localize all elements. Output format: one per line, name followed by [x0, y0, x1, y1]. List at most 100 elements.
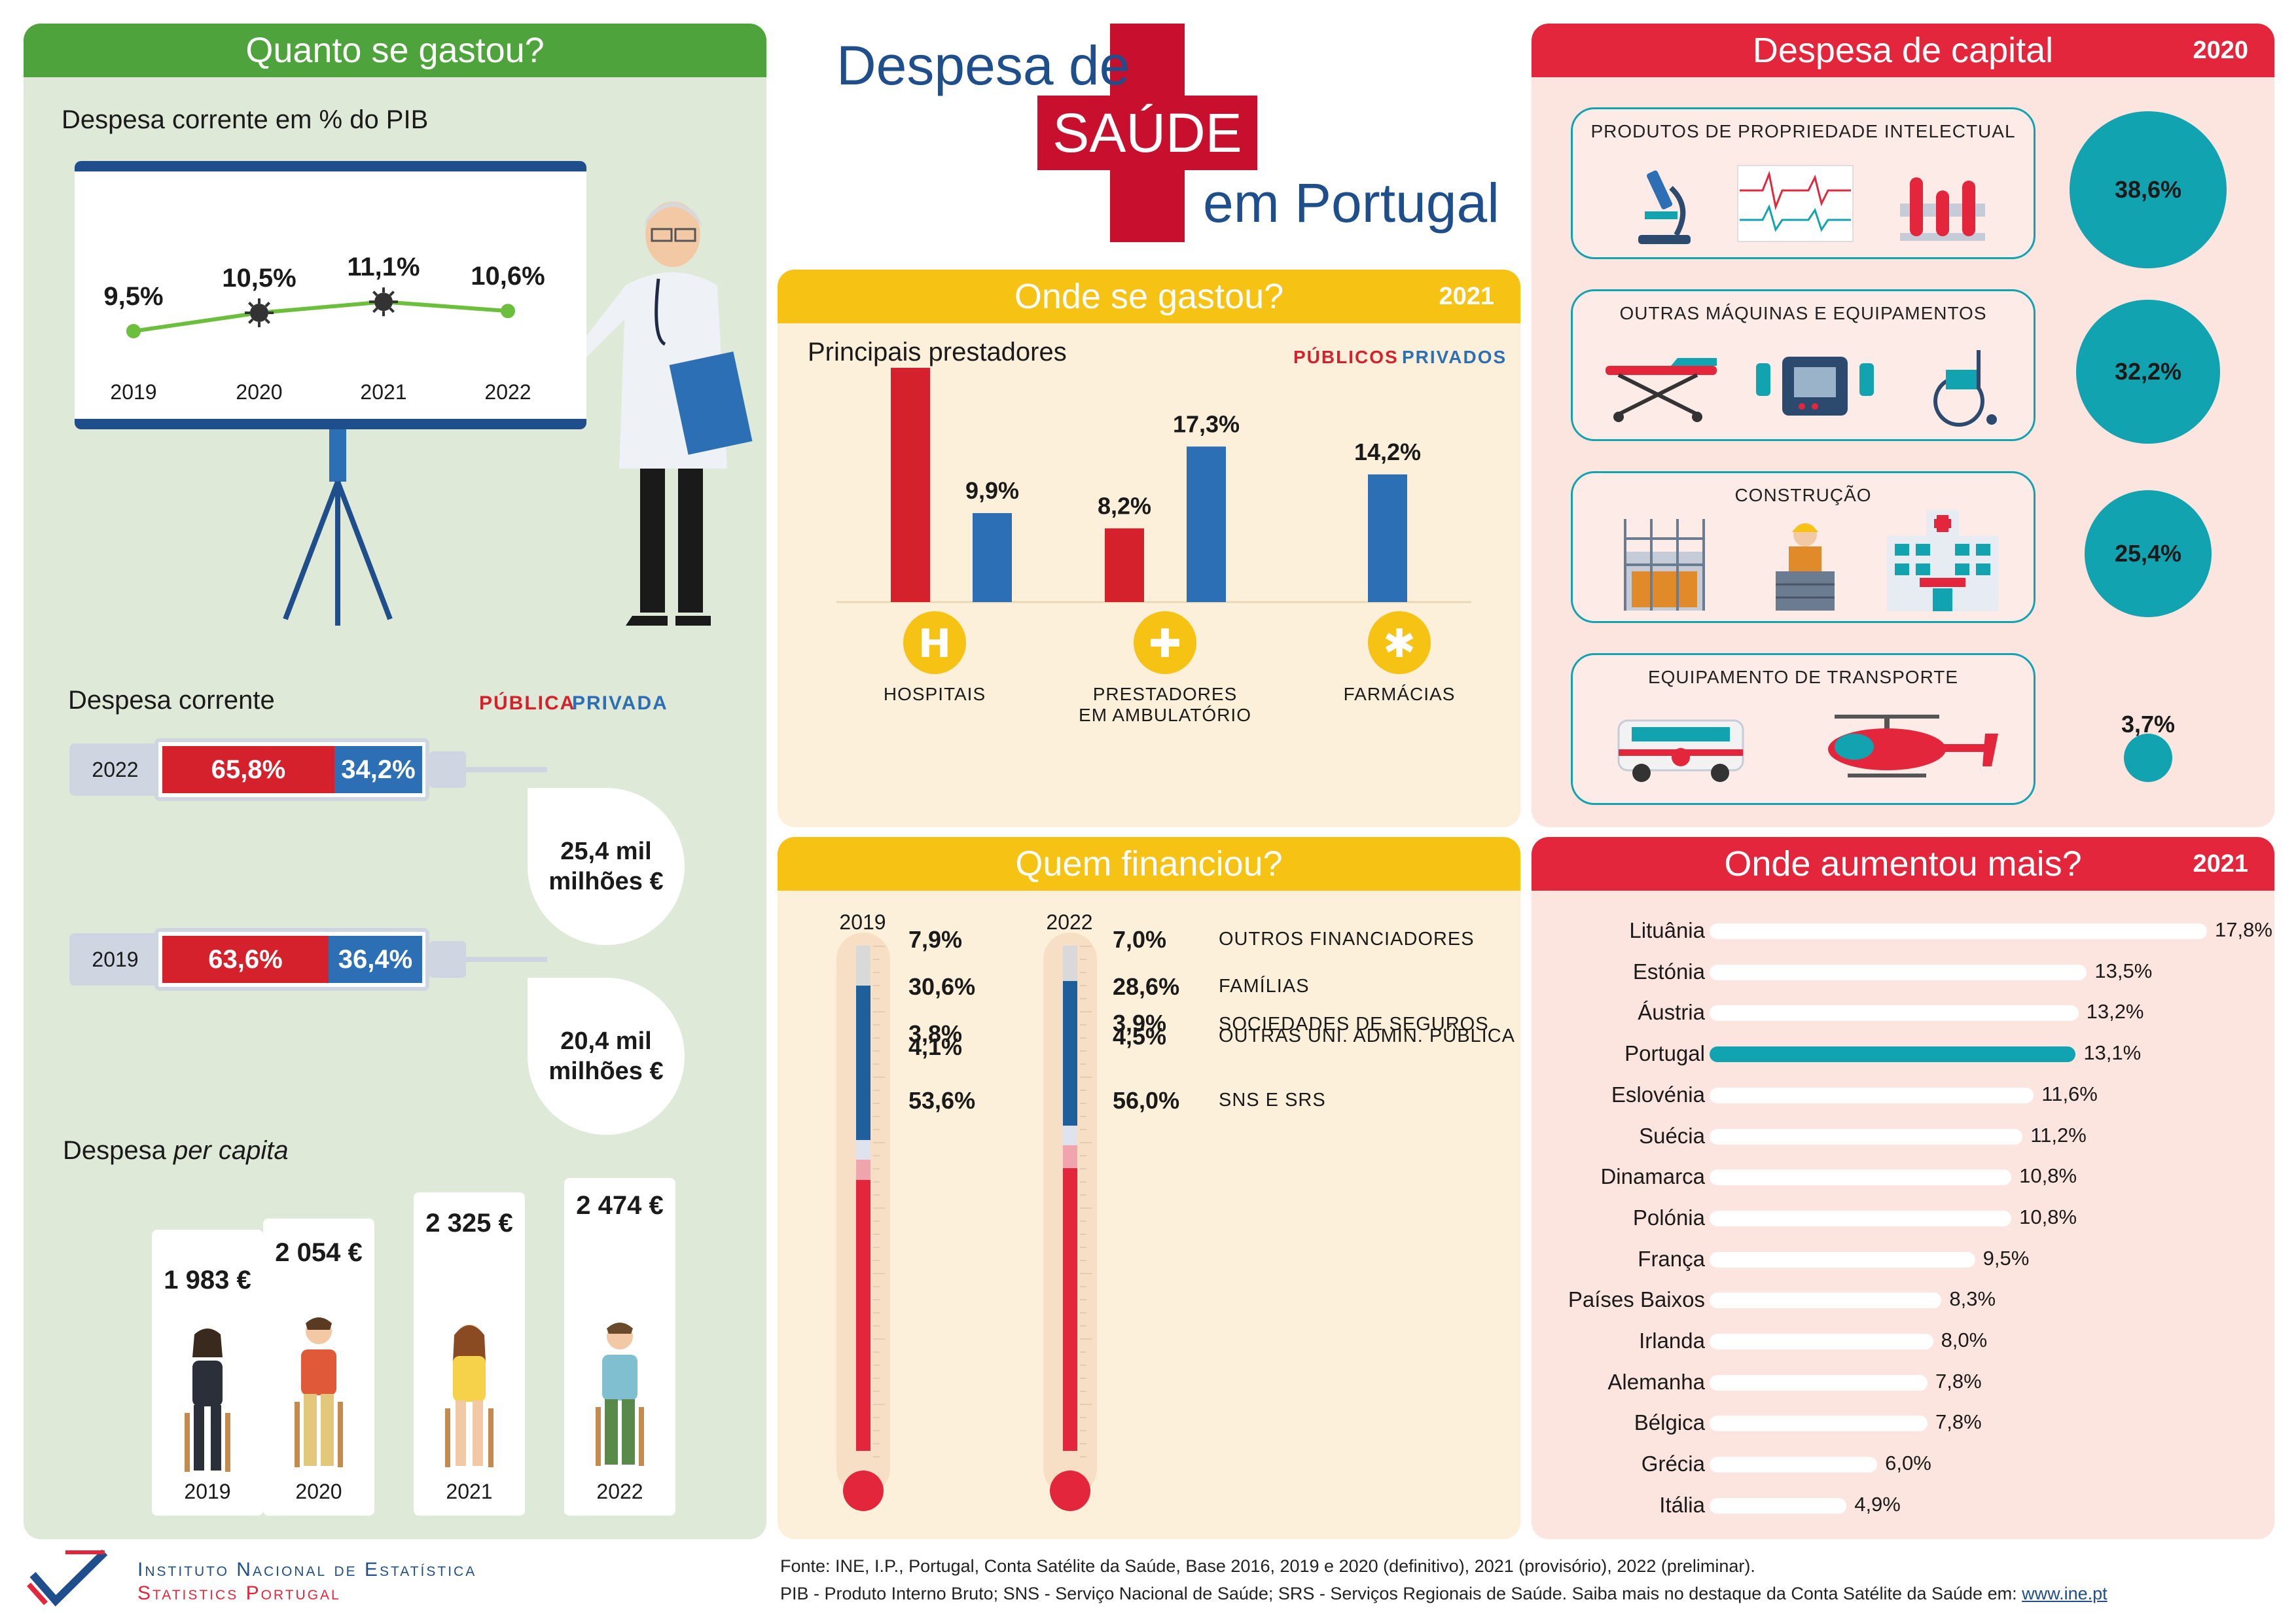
- rank-track: [1710, 1128, 2023, 1145]
- ine-link[interactable]: www.ine.pt: [2022, 1584, 2108, 1603]
- thermometer-year: 2022: [1046, 910, 1093, 934]
- thermometer-tick: [873, 1325, 880, 1327]
- rank-track: [1710, 1457, 1878, 1473]
- bar-privado: [1187, 446, 1226, 602]
- thermometer-value: 4,1%: [908, 1033, 963, 1060]
- thermometer-tick: [1080, 1247, 1086, 1248]
- icon-bg: [903, 611, 966, 674]
- thermometer-tick: [1080, 1260, 1086, 1261]
- pib-year-label: 2020: [236, 380, 282, 404]
- medical-kit-icon: ✚: [1149, 621, 1181, 667]
- presentation-board: [75, 161, 586, 429]
- per-capita-year: 2021: [446, 1480, 493, 1503]
- virus-spike: [372, 307, 378, 313]
- thermometer-tick: [1080, 1103, 1086, 1104]
- rank-track: [1710, 1374, 1928, 1391]
- rank-track: [1710, 1046, 2076, 1063]
- thermometer-segment: [856, 1159, 870, 1181]
- per-capita-label: Despesa per capita: [63, 1136, 289, 1166]
- country-name: Alemanha: [1607, 1369, 1705, 1394]
- title-line2: SAÚDE: [1052, 102, 1242, 164]
- per-capita-card-2019: 1 983 € 2019: [152, 1230, 263, 1516]
- panel-header: Quanto se gastou?: [24, 24, 766, 77]
- virus-spike: [264, 318, 270, 324]
- rank-track: [1710, 1169, 2012, 1186]
- country-name: Áustria: [1638, 1000, 1705, 1025]
- ambulance-icon: [1617, 719, 1744, 782]
- thermometer-value: 3,9%: [1113, 1010, 1167, 1037]
- syringe-needle: [466, 767, 547, 772]
- country-name: Suécia: [1639, 1123, 1705, 1148]
- thermometer-tick: [873, 1063, 880, 1065]
- thermometer-segment: [1063, 1125, 1077, 1145]
- panel-header: Despesa de capital 2020: [1532, 24, 2274, 77]
- panel-year: 2021: [2193, 850, 2248, 878]
- thermometer-tick: [1080, 1090, 1086, 1091]
- virus-spike: [248, 318, 254, 324]
- thermometer-segment: [1063, 1145, 1077, 1168]
- syringe-needle: [466, 957, 547, 962]
- thermometer-value: 7,0%: [1113, 926, 1167, 953]
- thermometer-tick: [873, 1181, 880, 1183]
- virus-spike: [248, 302, 254, 308]
- rank-track: [1710, 1293, 1942, 1309]
- capital-card-propriedade-intelectual: PRODUTOS DE PROPRIEDADE INTELECTUAL: [1571, 107, 2036, 259]
- thermometer-tick: [873, 1286, 880, 1287]
- thermometer-tick: [1080, 1273, 1092, 1274]
- stretcher-icon: [1605, 358, 1717, 422]
- panel-despesa-de-capital: Despesa de capital 2020 PRODUTOS DE PROP…: [1532, 24, 2274, 827]
- thermometer-value: 3,8%: [908, 1020, 963, 1047]
- country-name: Portugal: [1624, 1041, 1705, 1066]
- capital-circle: 32,2%: [2076, 300, 2220, 444]
- doctor-illustration: [586, 202, 753, 626]
- rank-track: [1710, 964, 2087, 980]
- thermometer-tick: [1080, 1299, 1086, 1300]
- legend-publicos: PÚBLICOS: [1293, 347, 1399, 367]
- thermometer-tick: [1080, 1194, 1086, 1196]
- thermometer-tick: [1080, 946, 1092, 947]
- panel-onde-se-gastou: Onde se gastou? 2021 Principais prestado…: [778, 270, 1520, 827]
- pib-point: [126, 324, 141, 338]
- thermometer-tick: [873, 1391, 880, 1392]
- thermometer-value: 7,9%: [908, 926, 963, 953]
- country-name: Grécia: [1641, 1452, 1705, 1476]
- thermometer-tick: [1080, 1364, 1086, 1366]
- panel-year: 2020: [2193, 37, 2248, 64]
- legend-privados: PRIVADOS: [1402, 347, 1507, 367]
- thermometer-tick: [873, 1378, 880, 1379]
- group-label: PRESTADORES: [1093, 684, 1238, 704]
- country-name: Eslovénia: [1611, 1082, 1705, 1107]
- rank-value: 13,1%: [2083, 1041, 2142, 1065]
- capital-circle: 38,6%: [2070, 111, 2227, 268]
- rank-value: 11,6%: [2041, 1082, 2098, 1105]
- thermometer-tick: [1080, 1077, 1092, 1078]
- country-name: Bélgica: [1634, 1410, 1705, 1435]
- thermometer-tick: [873, 1404, 885, 1405]
- bar-publico: [1105, 528, 1144, 602]
- org-name-en: Statistics Portugal: [137, 1582, 341, 1604]
- org-name: Instituto Nacional de Estatística: [137, 1559, 477, 1580]
- panel-year: 2021: [1439, 283, 1494, 310]
- thermometer-tick: [1080, 1207, 1092, 1209]
- pib-year-label: 2021: [360, 380, 406, 404]
- abbreviations-note: PIB - Produto Interno Bruto; SNS - Servi…: [780, 1584, 2108, 1604]
- bar-value-label: 9,9%: [965, 477, 1019, 504]
- per-capita-year: 2022: [596, 1480, 643, 1503]
- pib-point: [501, 304, 515, 319]
- thermometer-tick: [873, 1260, 880, 1261]
- virus-spike: [264, 302, 270, 308]
- pharmacy-icon: ✱: [1383, 621, 1416, 667]
- total-bubble-2019: 20,4 mil milhões €: [528, 978, 685, 1135]
- pib-value-label: 10,6%: [471, 262, 545, 291]
- icon-bg: [1368, 611, 1431, 674]
- building-construction-icon: [1624, 519, 1705, 611]
- person-seated-icon: [295, 1317, 343, 1467]
- thermometer-year: 2019: [839, 910, 886, 934]
- panel-quem-financiou: Quem financiou? 2019 2022 7,9% 7,0% OUTROS F…: [778, 837, 1520, 1539]
- thermometer-tick: [1080, 1443, 1086, 1444]
- thermometer-tick: [1080, 1129, 1086, 1130]
- legend-publica: PÚBLICA: [479, 692, 576, 714]
- onde-subtitle: Principais prestadores: [808, 338, 1067, 366]
- thermometer-category: SOCIEDADES DE SEGUROS: [1219, 1014, 1489, 1035]
- title-line3: em Portugal: [1203, 172, 1499, 234]
